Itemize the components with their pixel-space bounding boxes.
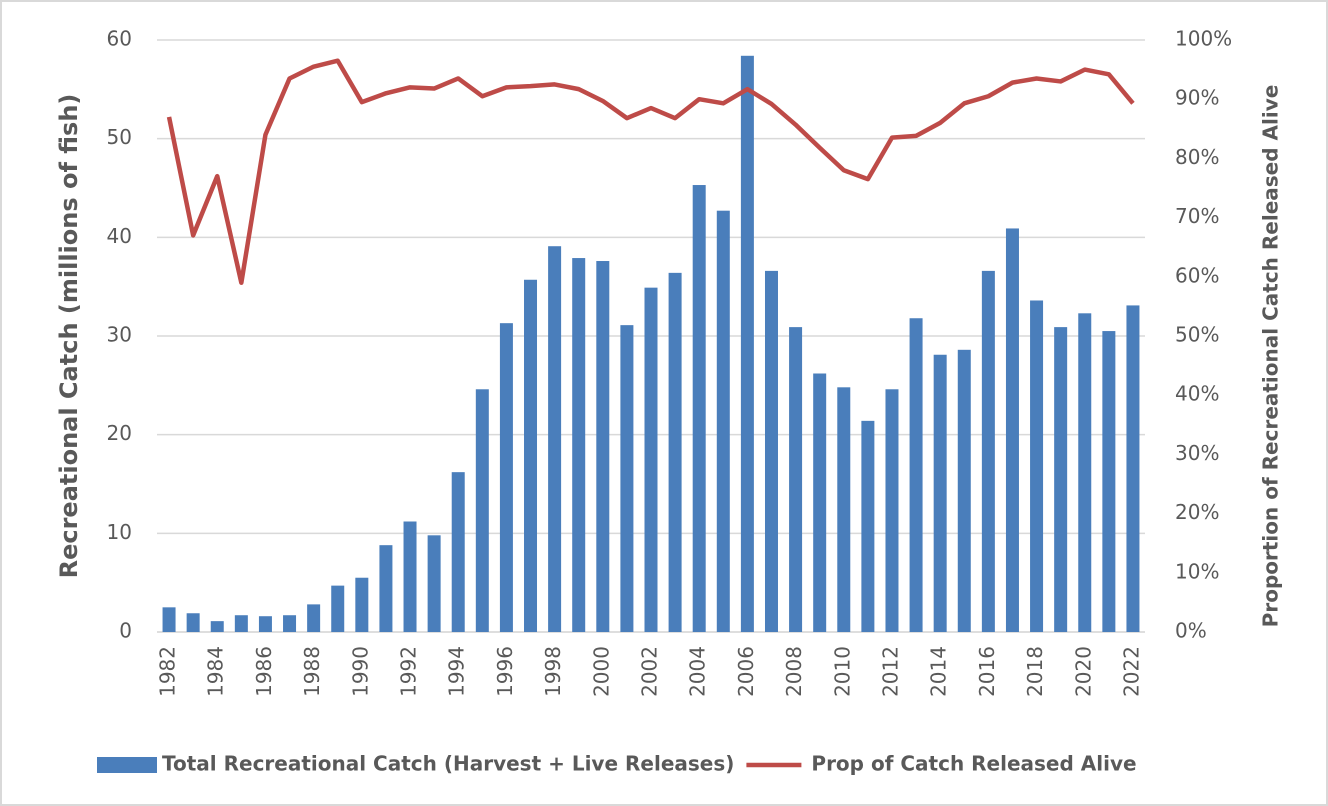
y2-tick-label: 20% — [1175, 500, 1219, 524]
bar — [1102, 331, 1116, 632]
bar — [620, 325, 634, 632]
bar — [1005, 228, 1019, 632]
bar — [716, 210, 730, 632]
y2-tick-label: 0% — [1175, 619, 1207, 643]
x-tick-label: 2018 — [1023, 646, 1047, 697]
x-tick-label: 2014 — [927, 646, 951, 697]
bar — [740, 55, 754, 632]
x-tick-label: 2004 — [686, 646, 710, 697]
bar — [283, 615, 297, 632]
x-tick-label: 2016 — [975, 646, 999, 697]
legend-swatch — [97, 757, 157, 773]
x-tick-label: 1994 — [445, 646, 469, 697]
x-tick-label: 2008 — [782, 646, 806, 697]
bar — [451, 472, 465, 632]
legend-label: Prop of Catch Released Alive — [811, 752, 1136, 776]
y2-tick-label: 40% — [1175, 382, 1219, 406]
x-tick-label: 1984 — [204, 646, 228, 697]
y2-tick-label: 100% — [1175, 27, 1232, 51]
x-tick-label: 2022 — [1119, 646, 1143, 697]
line — [166, 58, 1135, 285]
bar — [524, 279, 538, 632]
y-tick-label: 20 — [107, 421, 132, 445]
x-tick-label: 2006 — [734, 646, 758, 697]
x-tick-label: 2012 — [878, 646, 902, 697]
bar — [813, 373, 827, 632]
y-tick-label: 0 — [119, 619, 132, 643]
y2-tick-label: 90% — [1175, 86, 1219, 110]
x-tick-label: 2020 — [1071, 646, 1095, 697]
x-tick-label: 1986 — [252, 646, 276, 697]
x-tick-label: 1996 — [493, 646, 517, 697]
bar — [644, 287, 658, 632]
bar — [885, 389, 899, 632]
bar — [764, 270, 778, 632]
y-axis-title: Recreational Catch (millions of fish) — [55, 94, 83, 579]
bar — [933, 354, 947, 632]
bar — [499, 323, 513, 632]
x-tick-label: 2002 — [638, 646, 662, 697]
bar — [427, 535, 441, 632]
bar — [668, 272, 682, 632]
bar — [186, 613, 200, 632]
bar — [981, 270, 995, 632]
y2-tick-label: 70% — [1175, 204, 1219, 228]
bar — [355, 577, 369, 632]
bar — [331, 585, 345, 632]
x-tick-label: 1998 — [541, 646, 565, 697]
bar — [1054, 327, 1068, 632]
y-tick-label: 50 — [107, 125, 132, 149]
bar — [379, 545, 393, 632]
bar — [234, 615, 248, 632]
y-tick-label: 10 — [107, 520, 132, 544]
bar — [861, 420, 875, 632]
bar — [403, 521, 417, 632]
y2-axis-title: Proportion of Recreational Catch Release… — [1259, 85, 1283, 628]
x-tick-label: 1992 — [397, 646, 421, 697]
x-tick-label: 2010 — [830, 646, 854, 697]
bar — [909, 318, 923, 632]
bar — [957, 349, 971, 632]
bar — [258, 616, 272, 632]
bar — [837, 387, 851, 632]
bar — [1078, 313, 1092, 632]
legend-label: Total Recreational Catch (Harvest + Live… — [162, 752, 734, 776]
bar — [789, 327, 803, 632]
y2-tick-label: 30% — [1175, 441, 1219, 465]
bar — [162, 607, 176, 632]
bar — [572, 258, 586, 632]
y2-tick-label: 10% — [1175, 559, 1219, 583]
y2-tick-label: 60% — [1175, 263, 1219, 287]
bar — [548, 246, 562, 633]
bar — [475, 389, 489, 632]
x-tick-label: 1982 — [156, 646, 180, 697]
bar — [1126, 305, 1140, 632]
bar — [1030, 300, 1044, 632]
x-tick-label: 1988 — [300, 646, 324, 697]
y2-tick-label: 50% — [1175, 323, 1219, 347]
y2-tick-label: 80% — [1175, 145, 1219, 169]
y-tick-label: 40 — [107, 224, 132, 248]
bar — [596, 261, 610, 632]
y-tick-label: 30 — [107, 323, 132, 347]
y-tick-label: 60 — [107, 27, 132, 51]
bar — [692, 185, 706, 633]
x-tick-label: 2000 — [589, 646, 613, 697]
x-tick-label: 1990 — [348, 646, 372, 697]
bar — [210, 621, 224, 632]
bar — [307, 604, 321, 632]
